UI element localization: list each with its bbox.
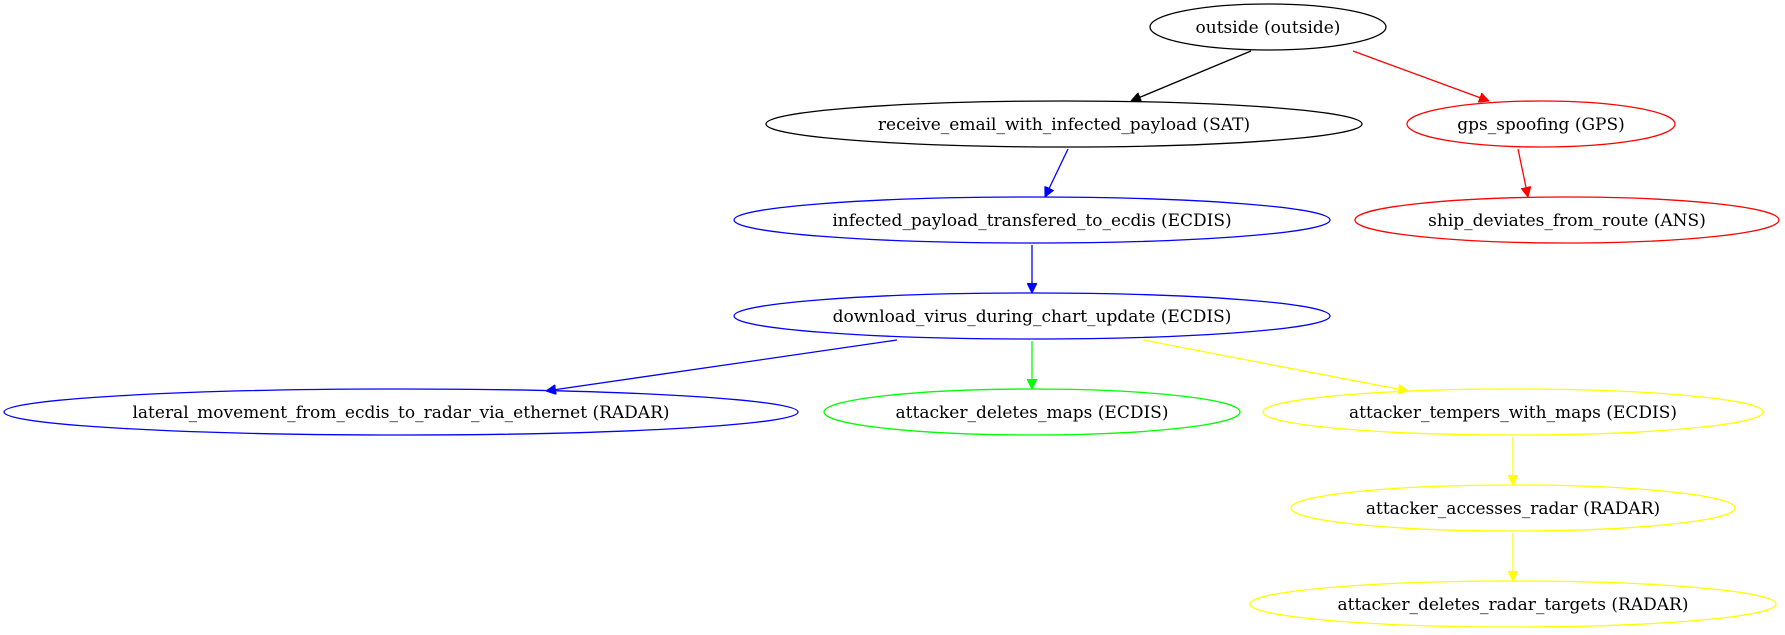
node-infected-payload: infected_payload_transfered_to_ecdis (EC…: [733, 196, 1331, 244]
node-label: attacker_deletes_maps (ECDIS): [896, 403, 1169, 423]
node-lateral-movement: lateral_movement_from_ecdis_to_radar_via…: [3, 388, 799, 436]
edge-outside-to-gps-spoofing: [1352, 50, 1489, 101]
node-label: outside (outside): [1196, 18, 1341, 38]
node-ellipse: [1262, 388, 1764, 436]
node-ellipse: [1290, 484, 1736, 532]
node-gps-spoofing: gps_spoofing (GPS): [1406, 100, 1676, 148]
node-receive-email: receive_email_with_infected_payload (SAT…: [765, 100, 1363, 148]
nodes-layer: outside (outside) receive_email_with_infe…: [3, 3, 1780, 628]
node-deletes-maps: attacker_deletes_maps (ECDIS): [823, 388, 1241, 436]
edge-gps-spoofing-to-ship-deviates: [1517, 148, 1528, 197]
node-ellipse: [1354, 196, 1780, 244]
node-ellipse: [1149, 3, 1387, 51]
edge-receive-email-to-infected-payload: [1045, 148, 1069, 197]
node-label: attacker_tempers_with_maps (ECDIS): [1349, 403, 1677, 423]
node-ellipse: [1406, 100, 1676, 148]
edge-download-virus-to-tempers-maps: [1142, 339, 1408, 391]
node-label: receive_email_with_infected_payload (SAT…: [878, 115, 1250, 135]
node-label: download_virus_during_chart_update (ECDI…: [833, 307, 1232, 327]
node-label: attacker_deletes_radar_targets (RADAR): [1338, 595, 1689, 615]
node-label: ship_deviates_from_route (ANS): [1428, 211, 1706, 231]
node-download-virus: download_virus_during_chart_update (ECDI…: [733, 292, 1331, 340]
node-label: attacker_accesses_radar (RADAR): [1366, 499, 1660, 519]
node-ellipse: [823, 388, 1241, 436]
node-accesses-radar: attacker_accesses_radar (RADAR): [1290, 484, 1736, 532]
node-label: infected_payload_transfered_to_ecdis (EC…: [832, 211, 1231, 231]
node-label: lateral_movement_from_ecdis_to_radar_via…: [132, 403, 669, 423]
edge-outside-to-receive-email: [1131, 50, 1252, 101]
node-outside: outside (outside): [1149, 3, 1387, 51]
node-ellipse: [765, 100, 1363, 148]
node-ellipse: [3, 388, 799, 436]
node-tempers-maps: attacker_tempers_with_maps (ECDIS): [1262, 388, 1764, 436]
node-deletes-radar-targets: attacker_deletes_radar_targets (RADAR): [1249, 580, 1777, 628]
node-ellipse: [733, 196, 1331, 244]
node-ellipse: [733, 292, 1331, 340]
node-label: gps_spoofing (GPS): [1457, 115, 1625, 135]
node-ellipse: [1249, 580, 1777, 628]
edge-download-virus-to-lateral-movement: [546, 339, 898, 391]
node-ship-deviates: ship_deviates_from_route (ANS): [1354, 196, 1780, 244]
edges-layer: [546, 50, 1528, 581]
